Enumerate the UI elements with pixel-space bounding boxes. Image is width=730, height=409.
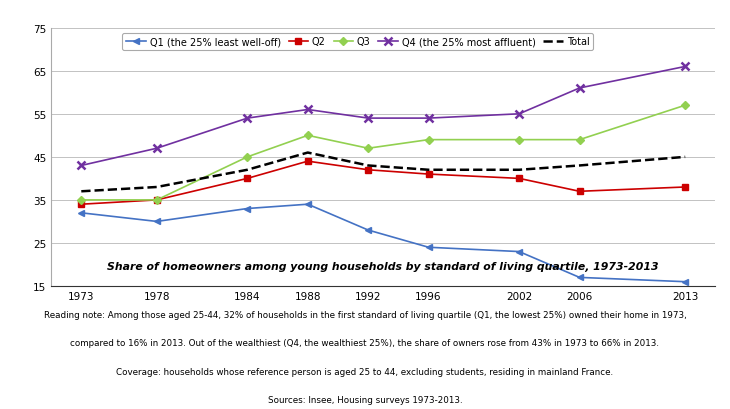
Total: [153, 185, 161, 190]
Q1 (the 25% least well-off): [304, 202, 312, 207]
Q1 (the 25% least well-off): [77, 211, 85, 216]
Total: [77, 189, 85, 194]
Q2: [424, 172, 433, 177]
Text: Coverage: households whose reference person is aged 25 to 44, excluding students: Coverage: households whose reference per…: [117, 367, 613, 376]
Q3: [243, 155, 252, 160]
Line: Q3: Q3: [79, 103, 688, 203]
Q4 (the 25% most affluent): [575, 86, 584, 91]
Q3: [77, 198, 85, 203]
Q4 (the 25% most affluent): [424, 117, 433, 121]
Q4 (the 25% most affluent): [364, 117, 372, 121]
Q3: [304, 133, 312, 138]
Q2: [681, 185, 690, 190]
Q2: [77, 202, 85, 207]
Total: [304, 151, 312, 156]
Q2: [243, 177, 252, 182]
Q3: [575, 138, 584, 143]
Line: Q2: Q2: [79, 159, 688, 207]
Q2: [575, 189, 584, 194]
Q4 (the 25% most affluent): [153, 146, 161, 151]
Q1 (the 25% least well-off): [681, 280, 690, 285]
Text: Sources: Insee, Housing surveys 1973-2013.: Sources: Insee, Housing surveys 1973-201…: [268, 395, 462, 404]
Q3: [153, 198, 161, 203]
Line: Q1 (the 25% least well-off): Q1 (the 25% least well-off): [79, 202, 688, 285]
Line: Q4 (the 25% most affluent): Q4 (the 25% most affluent): [77, 63, 689, 170]
Q4 (the 25% most affluent): [243, 117, 252, 121]
Text: compared to 16% in 2013. Out of the wealthiest (Q4, the wealthiest 25%), the sha: compared to 16% in 2013. Out of the weal…: [71, 339, 659, 348]
Q1 (the 25% least well-off): [515, 249, 523, 254]
Q1 (the 25% least well-off): [153, 219, 161, 224]
Q1 (the 25% least well-off): [243, 207, 252, 211]
Total: [681, 155, 690, 160]
Q4 (the 25% most affluent): [681, 65, 690, 70]
Total: [575, 164, 584, 169]
Total: [364, 164, 372, 169]
Q2: [364, 168, 372, 173]
Q3: [424, 138, 433, 143]
Text: Share of homeowners among young households by standard of living quartile, 1973-: Share of homeowners among young househol…: [107, 261, 659, 271]
Q1 (the 25% least well-off): [575, 275, 584, 280]
Q3: [515, 138, 523, 143]
Line: Total: Total: [81, 153, 685, 192]
Total: [515, 168, 523, 173]
Q4 (the 25% most affluent): [515, 112, 523, 117]
Total: [424, 168, 433, 173]
Legend: Q1 (the 25% least well-off), Q2, Q3, Q4 (the 25% most affluent), Total: Q1 (the 25% least well-off), Q2, Q3, Q4 …: [123, 34, 593, 51]
Q2: [153, 198, 161, 203]
Text: Reading note: Among those aged 25-44, 32% of households in the first standard of: Reading note: Among those aged 25-44, 32…: [44, 310, 686, 319]
Q2: [304, 160, 312, 164]
Q1 (the 25% least well-off): [364, 228, 372, 233]
Q4 (the 25% most affluent): [304, 108, 312, 113]
Q1 (the 25% least well-off): [424, 245, 433, 250]
Total: [243, 168, 252, 173]
Q4 (the 25% most affluent): [77, 164, 85, 169]
Q3: [364, 146, 372, 151]
Q3: [681, 103, 690, 108]
Q2: [515, 177, 523, 182]
